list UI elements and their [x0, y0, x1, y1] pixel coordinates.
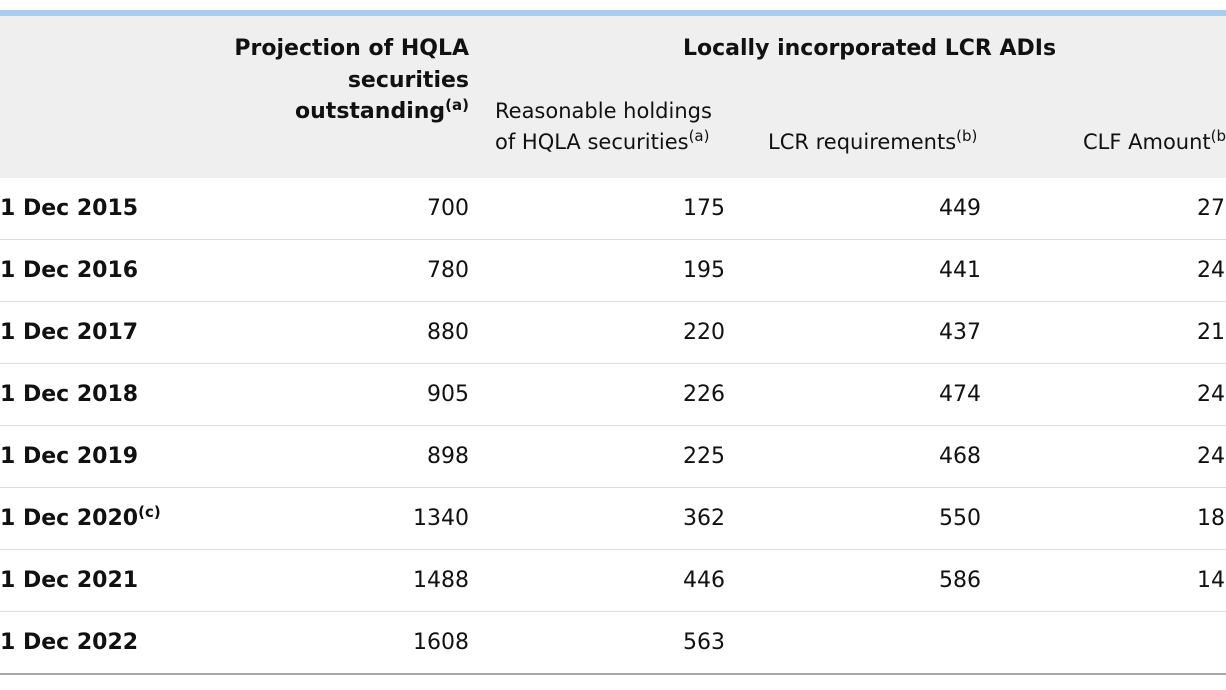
cell-lcr: 468 — [939, 444, 981, 469]
cell-projection: 1488 — [413, 568, 469, 593]
table-header: Projection of HQLA securities outstandin… — [0, 16, 1226, 178]
cell-reasonable: 195 — [683, 258, 725, 283]
cell-lcr: 550 — [939, 506, 981, 531]
row-date-text: 1 Dec 2016 — [0, 258, 139, 283]
cell-projection: 700 — [427, 196, 469, 221]
cell-clf: 274 — [1197, 196, 1226, 221]
table-body: 1 Dec 2015 700 175 449 274 1 Dec 2016 78… — [0, 178, 1226, 675]
footnote-marker: (a) — [688, 127, 710, 145]
header-lcr-requirements: LCR requirements(b) — [768, 127, 977, 158]
header-projection-line1: Projection of HQLA — [234, 36, 469, 61]
header-reasonable-line1: Reasonable holdings — [495, 99, 712, 123]
footnote-marker: (c) — [138, 503, 161, 521]
footnote-marker: (b — [1210, 127, 1226, 145]
row-date-text: 1 Dec 2021 — [0, 568, 139, 593]
row-date-text: 1 Dec 2017 — [0, 320, 139, 345]
table-row: 1 Dec 2017 880 220 437 217 — [0, 302, 1226, 364]
row-date-text: 1 Dec 2015 — [0, 196, 139, 221]
cell-clf: 248 — [1197, 382, 1226, 407]
header-reasonable-line2-wrap: of HQLA securities(a) — [495, 127, 712, 158]
cell-reasonable: 175 — [683, 196, 725, 221]
row-date-text: 1 Dec 2018 — [0, 382, 139, 407]
header-clf-amount: CLF Amount(b — [1083, 127, 1226, 158]
cell-projection: 780 — [427, 258, 469, 283]
row-date: 1 Dec 2022 — [0, 612, 138, 674]
cell-projection: 905 — [427, 382, 469, 407]
cell-reasonable: 220 — [683, 320, 725, 345]
cell-clf: 246 — [1197, 258, 1226, 283]
row-date: 1 Dec 2020(c) — [0, 488, 161, 550]
header-projection-line3: outstanding — [295, 99, 446, 124]
header-group-title: Locally incorporated LCR ADIs — [683, 36, 1057, 61]
table-row: 1 Dec 2020(c) 1340 362 550 188 — [0, 488, 1226, 550]
cell-reasonable: 563 — [683, 630, 725, 655]
row-date-text: 1 Dec 2022 — [0, 630, 139, 655]
header-projection: Projection of HQLA securities outstandin… — [209, 33, 469, 128]
row-date-text: 1 Dec 2019 — [0, 444, 139, 469]
cell-lcr: 449 — [939, 196, 981, 221]
header-clf-label: CLF Amount — [1083, 130, 1211, 154]
row-date: 1 Dec 2016 — [0, 240, 138, 302]
cell-projection: 898 — [427, 444, 469, 469]
cell-clf: 188 — [1197, 506, 1226, 531]
footnote-marker: (a) — [445, 96, 469, 114]
table-top-rule — [0, 10, 1226, 16]
row-date-text: 1 Dec 2020 — [0, 506, 139, 531]
row-date: 1 Dec 2018 — [0, 364, 138, 426]
cell-reasonable: 225 — [683, 444, 725, 469]
cell-reasonable: 226 — [683, 382, 725, 407]
cell-reasonable: 362 — [683, 506, 725, 531]
cell-projection: 1340 — [413, 506, 469, 531]
row-date: 1 Dec 2021 — [0, 550, 138, 612]
header-reasonable-line2: of HQLA securities — [495, 130, 689, 154]
table-row: 1 Dec 2016 780 195 441 246 — [0, 240, 1226, 302]
row-date: 1 Dec 2019 — [0, 426, 138, 488]
table-row: 1 Dec 2021 1488 446 586 140 — [0, 550, 1226, 612]
cell-lcr: 437 — [939, 320, 981, 345]
table-row: 1 Dec 2022 1608 563 — [0, 612, 1226, 675]
table-row: 1 Dec 2018 905 226 474 248 — [0, 364, 1226, 426]
cell-lcr: 586 — [939, 568, 981, 593]
cell-reasonable: 446 — [683, 568, 725, 593]
row-date: 1 Dec 2015 — [0, 178, 138, 240]
cell-projection: 1608 — [413, 630, 469, 655]
cell-lcr: 474 — [939, 382, 981, 407]
footnote-marker: (b) — [956, 127, 978, 145]
table-row: 1 Dec 2019 898 225 468 243 — [0, 426, 1226, 488]
cell-projection: 880 — [427, 320, 469, 345]
cell-clf: 243 — [1197, 444, 1226, 469]
row-date: 1 Dec 2017 — [0, 302, 138, 364]
header-projection-line2: securities — [347, 67, 469, 93]
cell-clf: 217 — [1197, 320, 1226, 345]
table-row: 1 Dec 2015 700 175 449 274 — [0, 178, 1226, 240]
header-projection-line3-wrap: outstanding(a) — [209, 96, 469, 128]
cell-lcr: 441 — [939, 258, 981, 283]
header-reasonable-holdings: Reasonable holdings of HQLA securities(a… — [495, 96, 712, 158]
cell-clf: 140 — [1197, 568, 1226, 593]
header-lcr-label: LCR requirements — [768, 130, 957, 154]
